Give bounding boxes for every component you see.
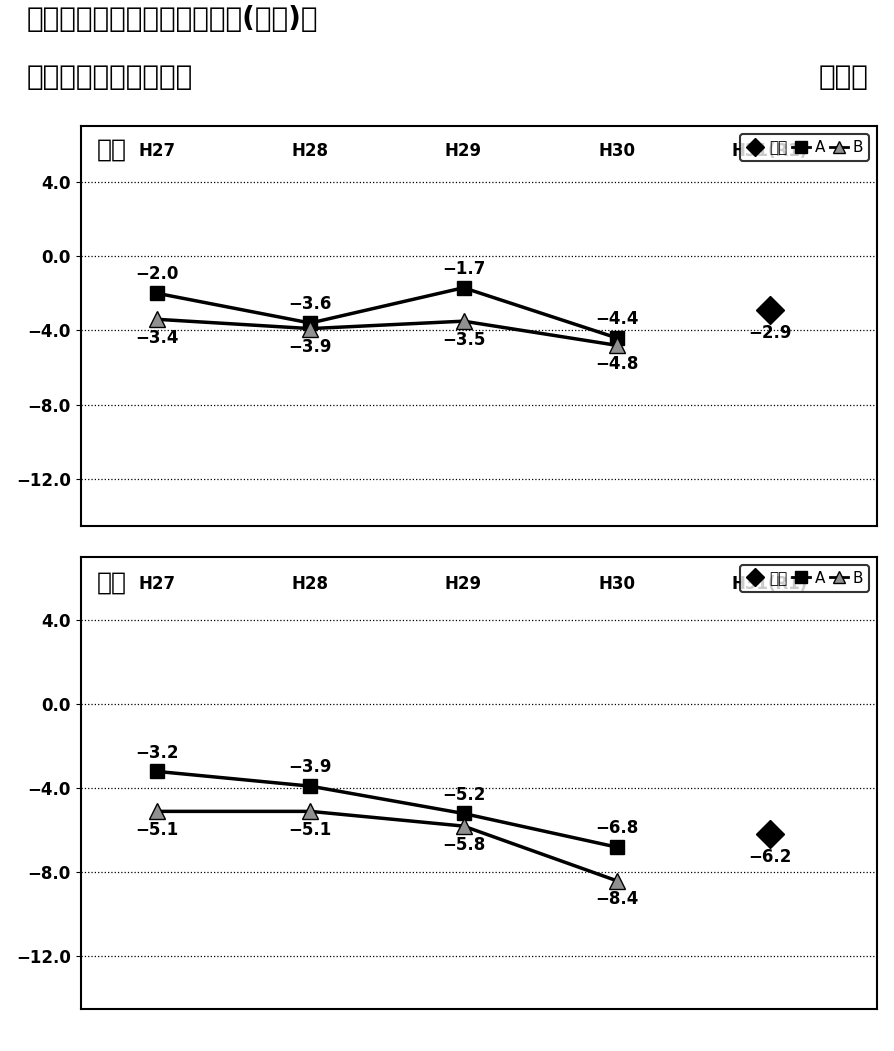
- Text: −3.9: −3.9: [288, 758, 332, 777]
- Text: H31(R1): H31(R1): [731, 575, 807, 593]
- Text: 国語: 国語: [97, 138, 126, 162]
- Text: −6.8: −6.8: [595, 819, 637, 838]
- Text: 根室管内の平均正答率－全国(公立)の: 根室管内の平均正答率－全国(公立)の: [27, 5, 318, 34]
- Text: H31(R1): H31(R1): [731, 142, 807, 160]
- Legend: 国語, A, B: 国語, A, B: [739, 133, 868, 161]
- Text: H30: H30: [597, 575, 635, 593]
- Text: H27: H27: [139, 142, 175, 160]
- Text: H27: H27: [139, 575, 175, 593]
- Text: H29: H29: [444, 575, 482, 593]
- Text: 小学校: 小学校: [817, 63, 867, 91]
- Text: H28: H28: [291, 575, 328, 593]
- Text: −3.2: −3.2: [135, 743, 179, 762]
- Text: 算数: 算数: [97, 571, 126, 595]
- Text: H30: H30: [597, 142, 635, 160]
- Text: H29: H29: [444, 142, 482, 160]
- Text: −3.6: −3.6: [288, 295, 332, 313]
- Text: −5.1: −5.1: [135, 821, 179, 839]
- Text: −8.4: −8.4: [595, 890, 637, 908]
- Text: −2.9: −2.9: [747, 324, 790, 342]
- Text: −3.4: −3.4: [135, 329, 179, 347]
- Text: −1.7: −1.7: [442, 260, 485, 277]
- Text: −4.8: −4.8: [595, 355, 637, 373]
- Text: −6.2: −6.2: [747, 848, 790, 866]
- Text: −3.5: −3.5: [442, 331, 485, 349]
- Text: −5.2: −5.2: [442, 785, 485, 804]
- Text: H28: H28: [291, 142, 328, 160]
- Text: −2.0: −2.0: [135, 266, 179, 284]
- Text: −5.1: −5.1: [289, 821, 332, 839]
- Text: −3.9: −3.9: [288, 338, 332, 356]
- Text: −4.4: −4.4: [595, 310, 637, 328]
- Text: −5.8: −5.8: [442, 836, 485, 853]
- Text: 平均正答率の経年変化: 平均正答率の経年変化: [27, 63, 193, 91]
- Legend: 算数, A, B: 算数, A, B: [739, 564, 868, 592]
